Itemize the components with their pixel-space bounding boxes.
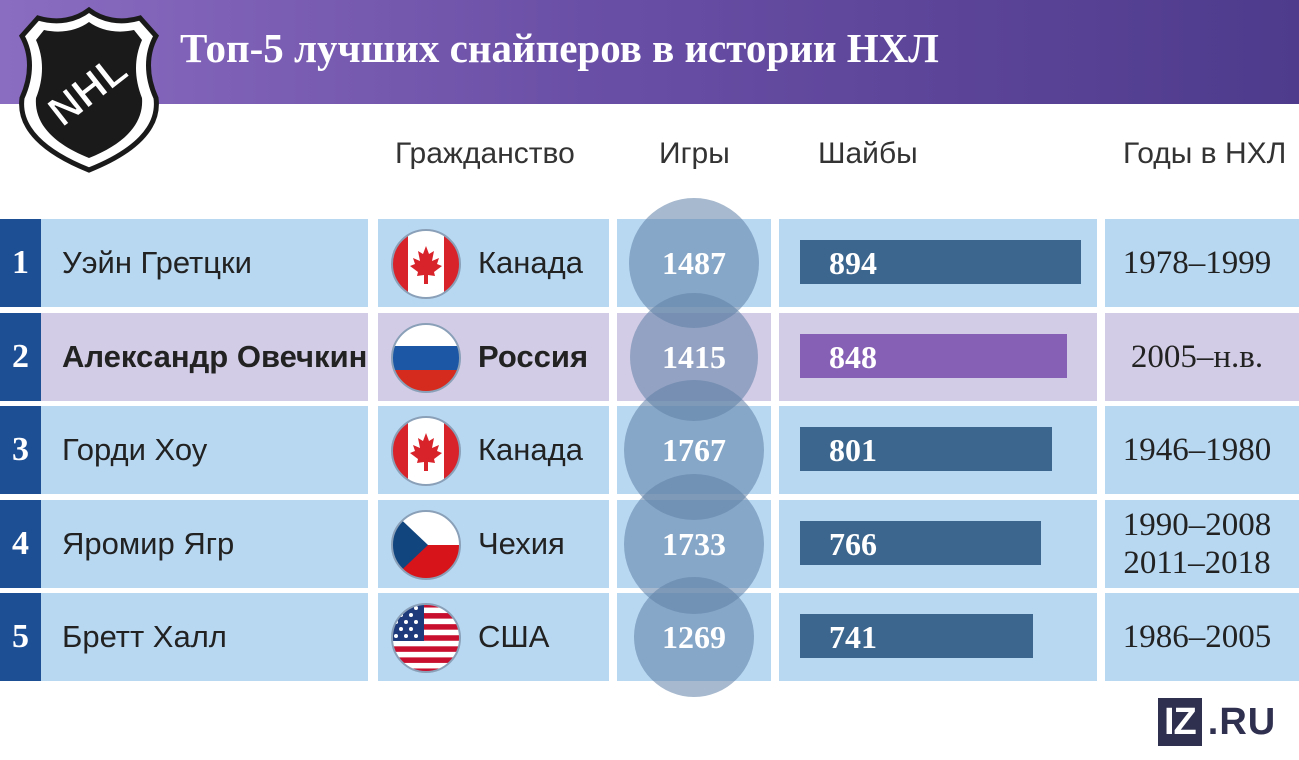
table-row: 1 Уэйн Гретцки Канада 1487 894 1978–1999	[0, 219, 1299, 307]
brand-iz: IZ	[1158, 698, 1202, 746]
years-line: 1990–2008	[1122, 507, 1272, 543]
rank-number: 3	[0, 406, 41, 494]
player-name: Уэйн Гретцки	[62, 245, 252, 280]
cell-name	[41, 313, 368, 401]
country-label: Россия	[478, 339, 589, 374]
cell-name	[41, 406, 368, 494]
games-circle	[634, 577, 754, 697]
cell-name	[41, 593, 368, 681]
cell-years	[1105, 406, 1299, 494]
goals-bar	[800, 427, 1052, 471]
years-in-nhl: 2005–н.в.	[1105, 313, 1289, 401]
table-row: 2 Александр Овечкин Россия 1415 848 2005–н.в.	[0, 313, 1299, 401]
years-line: 1946–1980	[1122, 432, 1272, 468]
column-header-goals: Шайбы	[818, 137, 918, 170]
cell-years	[1105, 219, 1299, 307]
goals-bar	[800, 240, 1081, 284]
brand-logo: IZ .RU	[1158, 698, 1276, 746]
years-line: 1986–2005	[1122, 619, 1272, 655]
cell-years	[1105, 500, 1299, 588]
years-in-nhl: 1946–1980	[1105, 406, 1289, 494]
column-header-years: Годы в НХЛ	[1123, 137, 1287, 170]
brand-ru: .RU	[1207, 700, 1277, 743]
years-line: 1978–1999	[1122, 245, 1272, 281]
table-row: 5 Бретт Халл США 1269 741 1986–2005	[0, 593, 1299, 681]
usa-flag-icon	[391, 603, 461, 673]
rank-number: 4	[0, 500, 41, 588]
player-name: Яромир Ягр	[62, 526, 235, 561]
country-label: Канада	[478, 245, 583, 280]
player-name: Горди Хоу	[62, 432, 208, 467]
header-banner	[0, 0, 1299, 104]
czech-flag-icon	[391, 510, 461, 580]
goals-value: 894	[829, 244, 877, 281]
column-header-citizenship: Гражданство	[395, 137, 575, 170]
games-count: 1269	[662, 618, 726, 655]
table-row: 4 Яромир Ягр Чехия 1733 766 1990–2008 2011–201…	[0, 500, 1299, 588]
games-count: 1733	[662, 525, 726, 562]
rank-number: 5	[0, 593, 41, 681]
country-label: США	[478, 619, 550, 654]
goals-value: 766	[829, 525, 877, 562]
nhl-logo-icon: NHL	[18, 6, 160, 173]
rank-number: 2	[0, 313, 41, 401]
column-header-games: Игры	[659, 137, 730, 170]
goals-bar	[800, 614, 1033, 658]
cell-years	[1105, 313, 1299, 401]
country-label: Канада	[478, 432, 583, 467]
table-row: 3 Горди Хоу Канада 1767 801 1946–1980	[0, 406, 1299, 494]
goals-value: 741	[829, 618, 877, 655]
years-in-nhl: 1978–1999	[1105, 219, 1289, 307]
goals-bar	[800, 521, 1041, 565]
cell-years	[1105, 593, 1299, 681]
player-name: Бретт Халл	[62, 619, 227, 654]
years-line: 2011–2018	[1123, 545, 1271, 581]
cell-name	[41, 500, 368, 588]
years-in-nhl: 1990–2008 2011–2018	[1105, 500, 1289, 588]
country-label: Чехия	[478, 526, 565, 561]
player-name: Александр Овечкин	[62, 339, 368, 374]
games-count: 1767	[662, 431, 726, 468]
russia-flag-icon	[391, 323, 461, 393]
canada-flag-icon	[391, 416, 461, 486]
goals-value: 801	[829, 431, 877, 468]
goals-value: 848	[829, 338, 877, 375]
rank-number: 1	[0, 219, 41, 307]
years-in-nhl: 1986–2005	[1105, 593, 1289, 681]
games-count: 1415	[662, 338, 726, 375]
years-line: 2005–н.в.	[1130, 339, 1264, 375]
page-title: Топ-5 лучших снайперов в истории НХЛ	[180, 25, 939, 71]
games-count: 1487	[662, 244, 726, 281]
canada-flag-icon	[391, 229, 461, 299]
cell-name	[41, 219, 368, 307]
goals-bar	[800, 334, 1067, 378]
